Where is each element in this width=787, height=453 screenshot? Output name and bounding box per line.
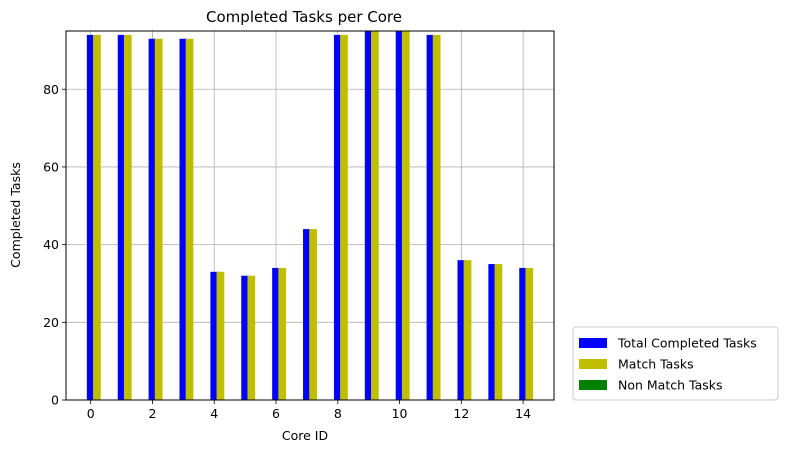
legend-swatch xyxy=(579,380,607,390)
bar-match-tasks xyxy=(185,38,194,400)
x-tick-label: 8 xyxy=(334,406,342,421)
bar-total-completed-tasks xyxy=(395,31,404,400)
bar-match-tasks xyxy=(154,38,163,400)
bar-total-completed-tasks xyxy=(519,267,527,400)
bar-match-tasks xyxy=(309,229,317,400)
y-tick-label: 20 xyxy=(43,315,59,330)
bar-match-tasks xyxy=(432,34,441,400)
x-tick-label: 6 xyxy=(272,406,280,421)
y-axis-label: Completed Tasks xyxy=(8,162,23,268)
y-tick-label: 60 xyxy=(43,159,59,174)
bar-match-tasks xyxy=(278,267,287,400)
legend-label: Non Match Tasks xyxy=(618,378,723,393)
bar-total-completed-tasks xyxy=(210,271,219,400)
bar-match-tasks xyxy=(247,275,256,400)
x-tick-label: 14 xyxy=(515,406,531,421)
bar-total-completed-tasks xyxy=(457,260,466,400)
y-axis: 0 20 40 60 80 xyxy=(43,82,66,408)
x-tick-label: 10 xyxy=(392,406,408,421)
legend-swatch xyxy=(579,338,607,348)
bar-match-tasks xyxy=(494,264,503,400)
bar-match-tasks xyxy=(123,34,132,400)
bar-match-tasks xyxy=(401,31,410,400)
legend-label: Total Completed Tasks xyxy=(617,336,757,351)
bar-total-completed-tasks xyxy=(272,267,280,400)
bar-total-completed-tasks xyxy=(241,275,249,400)
bar-total-completed-tasks xyxy=(117,34,126,400)
bar-match-tasks xyxy=(525,267,534,400)
bar-total-completed-tasks xyxy=(148,38,157,400)
x-axis-label: Core ID xyxy=(282,428,328,443)
bar-total-completed-tasks xyxy=(364,31,373,400)
bar-total-completed-tasks xyxy=(303,229,311,400)
y-tick-label: 80 xyxy=(43,82,59,97)
bar-match-tasks xyxy=(340,34,348,400)
bar-match-tasks xyxy=(216,271,225,400)
bar-total-completed-tasks xyxy=(488,264,497,400)
x-tick-label: 12 xyxy=(453,406,469,421)
bar-match-tasks xyxy=(463,260,472,400)
y-tick-label: 0 xyxy=(51,393,59,408)
bar-match-tasks xyxy=(93,34,101,400)
y-tick-label: 40 xyxy=(43,237,59,252)
plot-frame xyxy=(65,30,555,401)
bar-match-tasks xyxy=(371,31,379,400)
x-tick-label: 4 xyxy=(210,406,218,421)
chart-title: Completed Tasks per Core xyxy=(206,8,402,26)
bars-group xyxy=(86,31,534,400)
x-tick-label: 0 xyxy=(87,406,95,421)
bar-total-completed-tasks xyxy=(179,38,188,400)
legend-box xyxy=(572,326,779,401)
bar-total-completed-tasks xyxy=(333,34,342,400)
bar-total-completed-tasks xyxy=(426,34,435,400)
bar-total-completed-tasks xyxy=(86,34,95,400)
legend-label: Match Tasks xyxy=(618,357,694,372)
legend: Total Completed Tasks Match Tasks Non Matc… xyxy=(572,326,779,401)
legend-swatch xyxy=(579,359,607,369)
x-tick-label: 2 xyxy=(149,406,157,421)
x-axis: 0 2 4 6 8 10 12 14 xyxy=(87,400,531,421)
